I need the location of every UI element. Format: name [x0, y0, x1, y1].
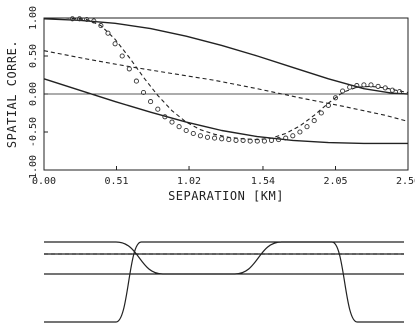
x-tick-label-3: 1.54 — [251, 176, 275, 187]
x-tick-label-1: 0.51 — [104, 176, 128, 187]
series-4-point-24 — [240, 137, 246, 143]
x-tick-label-2: 1.02 — [177, 176, 201, 187]
series-4-point-2 — [84, 16, 90, 23]
series-4-point-43 — [375, 83, 381, 89]
series-4-point-39 — [347, 84, 353, 90]
series-4-point-46 — [396, 89, 403, 95]
series-4-point-38 — [340, 88, 346, 94]
series-4-point-34 — [311, 118, 317, 124]
series-4-point-21 — [219, 136, 225, 142]
series-4-point-6 — [112, 41, 118, 47]
y-tick-label-3: -0.50 — [28, 117, 39, 147]
y-tick-label-2: 0.00 — [28, 82, 39, 106]
series-4-point-27 — [261, 138, 267, 144]
series-4-point-25 — [247, 138, 253, 144]
series-4-point-0 — [69, 16, 75, 22]
series-4-point-44 — [382, 85, 388, 91]
series-4-point-26 — [254, 138, 260, 144]
x-tick-label-0: 0.00 — [32, 176, 56, 187]
top-chart: 0.00 0.51 1.02 1.54 2.05 2.56 1.00 0.50 0.00 -0.… — [5, 6, 415, 203]
series-4-point-42 — [368, 82, 374, 88]
series-4-point-11 — [148, 99, 154, 105]
series-4-point-20 — [212, 135, 218, 141]
series-4-point-4 — [98, 23, 104, 29]
series-4-point-33 — [304, 124, 310, 130]
series-4-point-28 — [268, 137, 275, 143]
series-4-point-17 — [190, 130, 196, 137]
x-tick-label-4: 2.05 — [323, 176, 347, 187]
y-tick-label-1: 0.50 — [28, 44, 39, 68]
y-tick-label-4: -1.00 — [28, 155, 39, 185]
series-4-point-29 — [276, 137, 282, 143]
y-tick-labels: 1.00 0.50 0.00 -0.50 -1.00 — [28, 6, 48, 185]
series-4-point-19 — [204, 134, 211, 140]
series-4-point-31 — [290, 133, 296, 139]
series-4-point-7 — [119, 53, 125, 59]
series-4-point-9 — [133, 78, 139, 84]
bottom-series-0-line — [44, 241, 404, 323]
series-4-point-41 — [361, 82, 367, 88]
series-4-point-1 — [76, 16, 83, 22]
series-4-point-23 — [233, 137, 239, 143]
series-4-point-13 — [162, 114, 168, 120]
series-4-point-10 — [140, 89, 147, 96]
series-0-line — [43, 18, 409, 95]
series-4-point-32 — [297, 129, 303, 135]
series-4-point-36 — [325, 102, 331, 108]
bottom-chart — [44, 241, 404, 323]
series-4-point-12 — [155, 106, 161, 112]
series-4-point-22 — [226, 137, 232, 143]
series-4-point-5 — [105, 30, 111, 36]
x-tick-label-5: 2.56 — [396, 176, 415, 187]
x-tick-labels: 0.00 0.51 1.02 1.54 2.05 2.56 — [32, 166, 415, 187]
series-4-point-40 — [354, 83, 360, 89]
top-chart-marks — [43, 16, 409, 145]
series-4-point-37 — [332, 95, 339, 101]
series-4-point-18 — [197, 133, 203, 139]
y-tick-label-0: 1.00 — [28, 6, 39, 30]
series-4-point-35 — [318, 110, 324, 116]
series-3-line — [43, 50, 409, 122]
bottom-chart-marks — [44, 241, 404, 323]
series-4-point-15 — [176, 124, 182, 130]
series-1-line — [43, 78, 408, 145]
series-4-point-3 — [91, 18, 97, 24]
bottom-series-1-line — [44, 241, 404, 275]
series-2-line — [44, 17, 409, 141]
series-4-point-45 — [389, 87, 395, 93]
x-axis-label: SEPARATION [KM] — [168, 189, 284, 203]
series-4-point-14 — [169, 119, 175, 125]
series-4-point-8 — [126, 66, 132, 72]
y-axis-label: SPATIAL CORRE. — [5, 40, 19, 148]
series-4-point-30 — [283, 135, 289, 141]
series-4-point-16 — [183, 127, 189, 134]
